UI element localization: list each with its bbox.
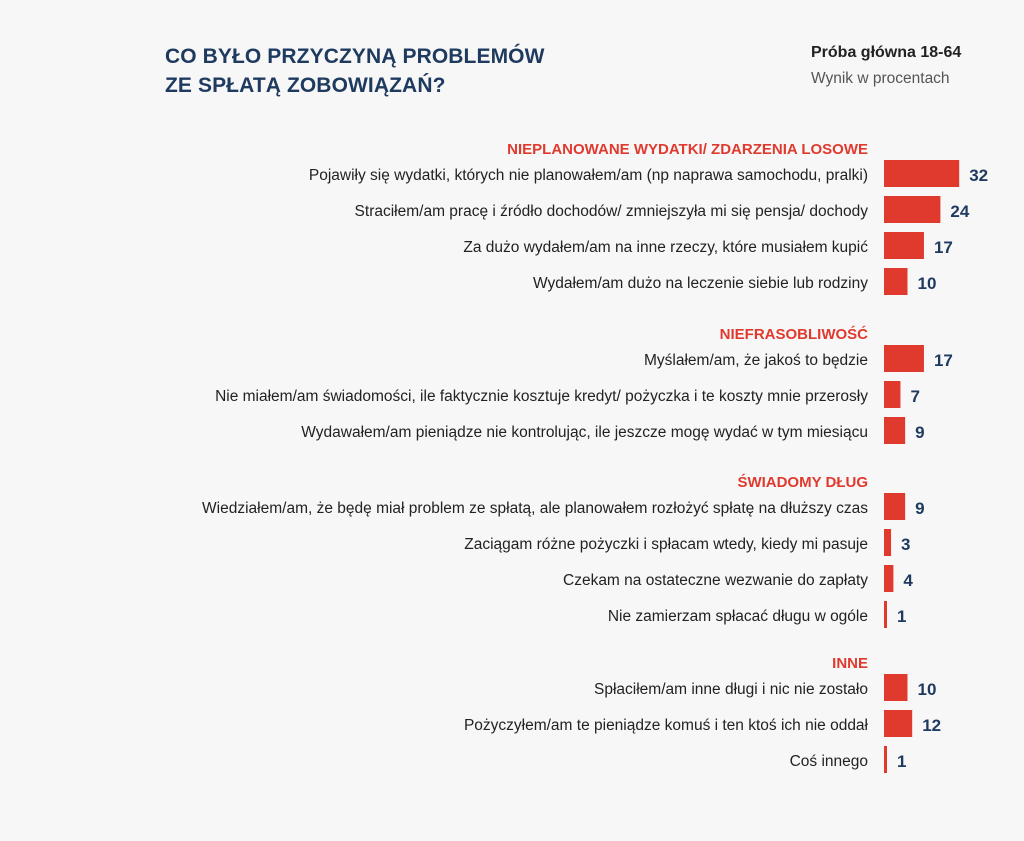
bar [884,196,941,223]
bar [884,746,887,773]
category-label: ŚWIADOMY DŁUG [737,473,868,491]
value-label: 1 [897,607,906,626]
category-label: NIEFRASOBLIWOŚĆ [720,325,868,343]
row-label: Zaciągam różne pożyczki i spłacam wtedy,… [464,536,868,553]
row-label: Wiedziałem/am, że będę miał problem ze s… [202,500,868,517]
bar [884,232,924,259]
row-label: Pojawiły się wydatki, których nie planow… [309,167,868,184]
row-label: Straciłem/am pracę i źródło dochodów/ zm… [355,203,869,220]
row-label: Myślałem/am, że jakoś to będzie [644,352,868,369]
value-label: 12 [922,716,941,735]
bar [884,493,906,520]
bar [884,710,913,737]
row-label: Spłaciłem/am inne długi i nic nie został… [594,681,868,698]
value-label: 7 [910,387,919,406]
value-label: 24 [950,202,969,221]
category-label: NIEPLANOWANE WYDATKI/ ZDARZENIA LOSOWE [507,141,868,158]
bar [884,268,908,295]
bar [884,417,906,444]
value-label: 17 [934,351,953,370]
bar [884,674,908,701]
value-label: 4 [903,571,913,590]
bar [884,381,901,408]
value-label: 9 [915,423,924,442]
row-label: Wydałem/am dużo na leczenie siebie lub r… [533,275,868,292]
unit-label: Wynik w procentach [811,70,950,87]
row-label: Nie zamierzam spłacać długu w ogóle [608,608,868,625]
bar [884,565,894,592]
value-label: 17 [934,238,953,257]
chart-title: CO BYŁO PRZYCZYNĄ PROBLEMÓW ZE SPŁATĄ ZO… [165,42,545,100]
bar [884,601,887,628]
row-label: Wydawałem/am pieniądze nie kontrolując, … [301,424,868,441]
bar [884,529,892,556]
row-label: Coś innego [790,753,868,770]
bar [884,160,960,187]
value-label: 9 [915,499,924,518]
row-label: Za dużo wydałem/am na inne rzeczy, które… [463,239,868,256]
sample-label: Próba główna 18-64 [811,44,962,61]
value-label: 3 [901,535,910,554]
category-label: INNE [832,655,868,672]
row-label: Czekam na ostateczne wezwanie do zapłaty [563,572,868,589]
value-label: 32 [969,166,988,185]
row-label: Pożyczyłem/am te pieniądze komuś i ten k… [464,717,869,734]
bar [884,345,924,372]
value-label: 10 [918,274,937,293]
row-label: Nie miałem/am świadomości, ile faktyczni… [215,388,868,405]
title-line-2: ZE SPŁATĄ ZOBOWIĄZAŃ? [165,74,446,97]
value-label: 10 [918,680,937,699]
title-line-1: CO BYŁO PRZYCZYNĄ PROBLEMÓW [165,45,545,68]
value-label: 1 [897,752,906,771]
